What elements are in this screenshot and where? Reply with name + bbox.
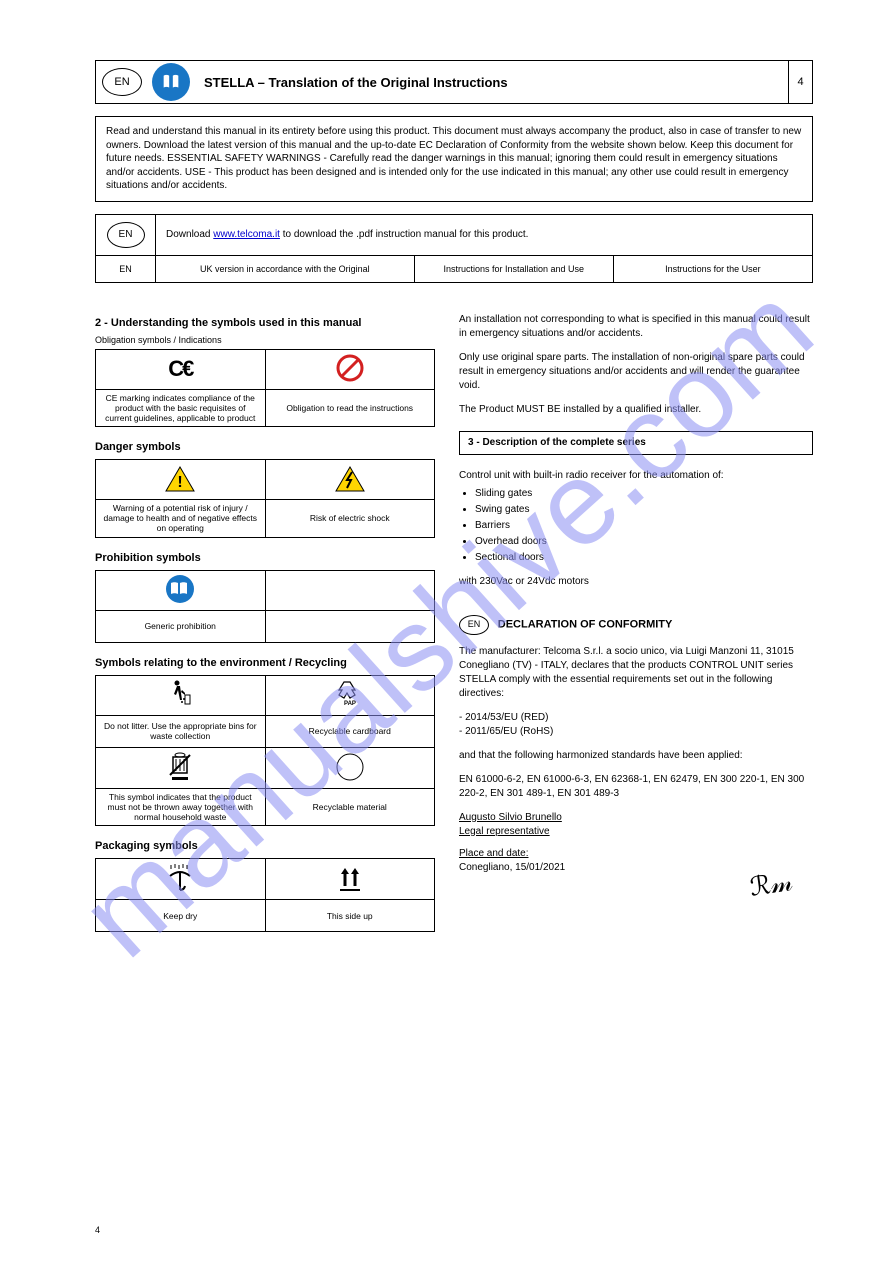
right-column: An installation not corresponding to wha… bbox=[459, 303, 813, 933]
pap-desc: Recyclable cardboard bbox=[265, 715, 435, 747]
shock-desc: Risk of electric shock bbox=[265, 500, 435, 538]
ce-mark-icon: C€ bbox=[168, 356, 192, 381]
shock-icon-cell bbox=[265, 460, 435, 500]
weee-icon-cell bbox=[96, 747, 266, 788]
signature-icon: ℛ𝓂 bbox=[748, 867, 795, 904]
footer-page-number: 4 bbox=[95, 1225, 100, 1235]
keep-dry-cell bbox=[96, 859, 266, 900]
packaging-symbols-table: Keep dry This side up bbox=[95, 858, 435, 932]
list-item: Overhead doors bbox=[475, 535, 813, 549]
keep-dry-desc: Keep dry bbox=[96, 900, 266, 932]
issuer-block: Augusto Silvio Brunello Legal representa… bbox=[459, 811, 813, 875]
lang-url-cell: Download www.telcoma.it to download the … bbox=[156, 224, 812, 245]
list-item: Sliding gates bbox=[475, 487, 813, 501]
header-page-number: 4 bbox=[788, 61, 812, 103]
packaging-symbols-heading: Packaging symbols bbox=[95, 840, 435, 852]
gruene-punkt-cell bbox=[265, 747, 435, 788]
ce-mark-cell: C€ bbox=[96, 349, 266, 389]
prohibition-empty-desc bbox=[265, 610, 435, 642]
keep-dry-icon bbox=[165, 862, 195, 894]
weee-desc: This symbol indicates that the product m… bbox=[96, 788, 266, 826]
directive-2: - 2011/65/EU (RoHS) bbox=[459, 725, 813, 739]
list-item: Sectional doors bbox=[475, 551, 813, 565]
directive-1: - 2014/53/EU (RED) bbox=[459, 711, 813, 725]
litter-icon bbox=[167, 679, 193, 709]
prohibition-icon-cell bbox=[265, 349, 435, 389]
issuer-title: Legal representative bbox=[459, 825, 813, 839]
manual-icon-cell bbox=[96, 570, 266, 610]
warning-icon: ! bbox=[164, 465, 196, 493]
intro-box: Read and understand this manual in its e… bbox=[95, 116, 813, 202]
declaration-title: DECLARATION OF CONFORMITY bbox=[498, 618, 673, 630]
warning-icon-cell: ! bbox=[96, 460, 266, 500]
generic-prohibition-desc: Generic prohibition bbox=[96, 610, 266, 642]
shock-icon bbox=[334, 465, 366, 493]
declaration-lang-code: EN bbox=[468, 618, 481, 631]
gruene-punkt-icon bbox=[335, 752, 365, 782]
application-list: Sliding gates Swing gates Barriers Overh… bbox=[459, 487, 813, 565]
lang-cell-3: Instructions for Installation and Use bbox=[415, 256, 614, 282]
manual-icon bbox=[152, 63, 190, 101]
lang-url-pre: Download bbox=[166, 229, 213, 240]
declaration-body: The manufacturer: Telcoma S.r.l. a socio… bbox=[459, 645, 813, 701]
lang-oval: EN bbox=[107, 222, 145, 248]
this-side-up-desc: This side up bbox=[265, 900, 435, 932]
svg-text:!: ! bbox=[178, 474, 183, 491]
lang-url-post: to download the .pdf instruction manual … bbox=[283, 229, 529, 240]
right-para-3: The Product MUST BE installed by a quali… bbox=[459, 403, 813, 417]
header-lang-oval: EN bbox=[102, 68, 142, 96]
read-instructions-desc: Obligation to read the instructions bbox=[265, 389, 435, 427]
this-side-up-cell bbox=[265, 859, 435, 900]
recycling-symbols-heading: Symbols relating to the environment / Re… bbox=[95, 657, 435, 669]
litter-icon-cell bbox=[96, 675, 266, 715]
directive-3: and that the following harmonized standa… bbox=[459, 749, 813, 763]
lang-oval-cell: EN bbox=[96, 215, 156, 255]
obligation-symbols-table: C€ CE marking indicates compliance of th… bbox=[95, 349, 435, 428]
warning-desc: Warning of a potential risk of injury / … bbox=[96, 500, 266, 538]
prohibition-empty-cell bbox=[265, 570, 435, 610]
prohibition-icon bbox=[335, 353, 365, 383]
language-url-block: EN Download www.telcoma.it to download t… bbox=[95, 214, 813, 283]
issuer-name: Augusto Silvio Brunello bbox=[459, 811, 813, 825]
danger-symbols-heading: Danger symbols bbox=[95, 441, 435, 453]
weee-icon bbox=[166, 751, 194, 783]
svg-text:PAP: PAP bbox=[344, 701, 356, 707]
right-para-2: Only use original spare parts. The insta… bbox=[459, 351, 813, 393]
prohibition-symbols-table: Generic prohibition bbox=[95, 570, 435, 643]
list-item: Swing gates bbox=[475, 503, 813, 517]
pap-recycle-icon: PAP bbox=[334, 679, 366, 709]
download-url-link[interactable]: www.telcoma.it bbox=[213, 229, 280, 240]
section-2-sub: Obligation symbols / Indications bbox=[95, 335, 435, 345]
read-manual-icon bbox=[165, 574, 195, 604]
intro-text: Read and understand this manual in its e… bbox=[106, 126, 801, 191]
list-item: Barriers bbox=[475, 519, 813, 533]
standards-list: EN 61000-6-2, EN 61000-6-3, EN 62368-1, … bbox=[459, 773, 813, 801]
issuer-place-date-label: Place and date: bbox=[459, 847, 813, 861]
header-bar: EN STELLA – Translation of the Original … bbox=[95, 60, 813, 104]
header-lang-code: EN bbox=[114, 76, 129, 88]
lang-cell-2: UK version in accordance with the Origin… bbox=[156, 256, 415, 282]
litter-desc: Do not litter. Use the appropriate bins … bbox=[96, 715, 266, 747]
this-side-up-icon bbox=[335, 862, 365, 894]
lang-code: EN bbox=[119, 229, 133, 240]
lang-cell-4: Instructions for the User bbox=[614, 256, 812, 282]
ce-mark-desc: CE marking indicates compliance of the p… bbox=[96, 389, 266, 427]
header-title: STELLA – Translation of the Original Ins… bbox=[190, 75, 788, 90]
right-para-1: An installation not corresponding to wha… bbox=[459, 313, 813, 341]
left-column: 2 - Understanding the symbols used in th… bbox=[95, 303, 435, 933]
prohibition-symbols-heading: Prohibition symbols bbox=[95, 552, 435, 564]
lang-flag-cell: EN bbox=[96, 256, 156, 282]
danger-symbols-table: ! Warning of a potential risk of injury … bbox=[95, 459, 435, 538]
recyclable-desc: Recyclable material bbox=[265, 788, 435, 826]
right-para-4: with 230Vac or 24Vdc motors bbox=[459, 575, 813, 589]
pap-icon-cell: PAP bbox=[265, 675, 435, 715]
right-after-box: Control unit with built-in radio receive… bbox=[459, 469, 813, 483]
declaration-lang-oval: EN bbox=[459, 615, 489, 635]
section-3-box: 3 - Description of the complete series bbox=[459, 431, 813, 455]
section-2-heading: 2 - Understanding the symbols used in th… bbox=[95, 317, 435, 329]
recycling-symbols-table: PAP Do not litter. Use the appropriate b… bbox=[95, 675, 435, 827]
